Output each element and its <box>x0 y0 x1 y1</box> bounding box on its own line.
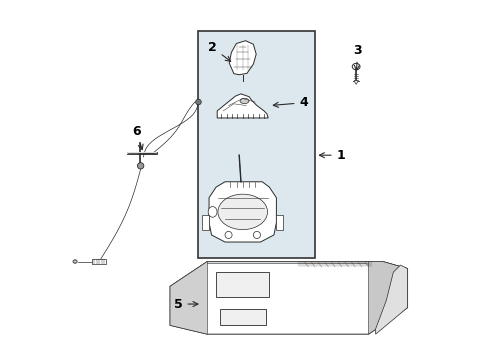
Circle shape <box>195 99 201 105</box>
Text: 1: 1 <box>319 149 345 162</box>
Bar <box>92 259 106 264</box>
Polygon shape <box>229 41 256 75</box>
Circle shape <box>196 100 200 104</box>
Circle shape <box>224 231 232 238</box>
Circle shape <box>74 260 76 263</box>
Ellipse shape <box>208 207 217 217</box>
Ellipse shape <box>240 98 248 104</box>
Polygon shape <box>202 215 209 230</box>
Circle shape <box>137 163 143 169</box>
Bar <box>198 31 315 258</box>
Text: 4: 4 <box>273 96 307 109</box>
Polygon shape <box>276 215 283 230</box>
Bar <box>216 272 269 297</box>
Polygon shape <box>209 182 276 242</box>
Polygon shape <box>170 261 407 286</box>
Text: 2: 2 <box>208 41 230 61</box>
Text: 6: 6 <box>132 125 143 150</box>
Circle shape <box>253 231 260 238</box>
Ellipse shape <box>218 194 267 230</box>
Bar <box>219 309 265 325</box>
Polygon shape <box>368 261 407 334</box>
Polygon shape <box>170 261 207 334</box>
Ellipse shape <box>351 63 359 70</box>
Ellipse shape <box>73 260 77 263</box>
Polygon shape <box>375 265 407 334</box>
Text: 3: 3 <box>353 44 362 70</box>
Text: 5: 5 <box>173 298 198 311</box>
Polygon shape <box>217 94 268 118</box>
Polygon shape <box>170 261 407 334</box>
Polygon shape <box>353 81 358 84</box>
